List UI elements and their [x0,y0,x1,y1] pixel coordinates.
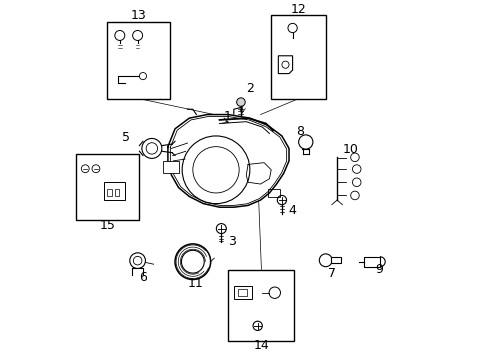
Circle shape [92,165,100,173]
Text: 8: 8 [295,125,304,138]
Circle shape [350,191,359,200]
Bar [271,15,326,99]
Circle shape [175,244,210,279]
Bar [267,189,280,197]
Text: 13: 13 [131,9,146,22]
Circle shape [236,98,244,106]
Bar [107,189,111,196]
Circle shape [81,165,89,173]
Text: 1: 1 [223,110,231,123]
Circle shape [142,139,162,158]
Circle shape [281,61,288,68]
Text: 9: 9 [374,263,382,276]
Bar [163,161,178,174]
Bar [115,189,119,196]
Circle shape [132,31,142,40]
Bar [233,286,251,299]
Circle shape [352,165,360,174]
Bar [238,289,246,296]
Circle shape [350,153,359,162]
Bar [330,257,341,263]
Bar [103,182,125,200]
Text: 6: 6 [139,271,146,284]
Text: 11: 11 [187,276,203,289]
Circle shape [268,287,280,298]
Circle shape [319,254,331,267]
Bar [107,22,169,99]
Circle shape [139,72,146,80]
Text: 12: 12 [290,3,306,16]
Circle shape [298,135,312,149]
Text: 5: 5 [122,131,130,144]
Circle shape [129,253,145,269]
Bar [363,257,379,267]
Circle shape [287,23,297,33]
Circle shape [115,31,124,40]
Text: 4: 4 [288,204,296,217]
Text: 10: 10 [342,143,358,156]
Bar [228,270,294,341]
Text: 14: 14 [253,338,269,352]
Text: 7: 7 [327,267,335,280]
Bar [76,154,139,220]
Text: 3: 3 [227,235,236,248]
Text: 2: 2 [245,82,253,95]
Circle shape [352,178,360,186]
Text: 15: 15 [100,219,115,231]
